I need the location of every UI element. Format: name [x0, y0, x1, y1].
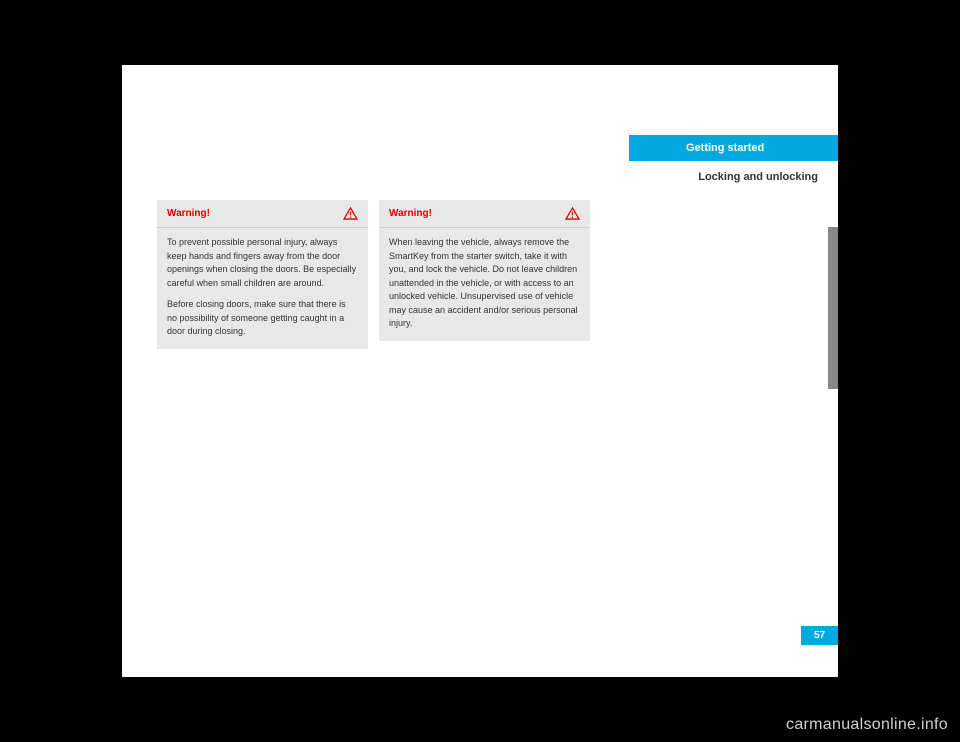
warning-body: When leaving the vehicle, always remove …: [379, 228, 590, 341]
thumb-index-tab: [828, 227, 838, 389]
warning-title: Warning!: [389, 208, 432, 219]
section-subtitle: Locking and unlocking: [698, 171, 818, 183]
section-tab-label: Getting started: [686, 142, 764, 154]
page-number-value: 57: [814, 630, 825, 641]
warning-title: Warning!: [167, 208, 210, 219]
watermark: carmanualsonline.info: [786, 716, 948, 734]
section-tab: Getting started: [629, 135, 838, 161]
warning-box: Warning! When leaving the vehicle, alway…: [379, 200, 590, 341]
warning-paragraph: Before closing doors, make sure that the…: [167, 298, 358, 339]
warning-triangle-icon: [565, 207, 580, 220]
warning-paragraph: When leaving the vehicle, always remove …: [389, 236, 580, 331]
warning-triangle-icon: [343, 207, 358, 220]
warning-body: To prevent possible personal injury, alw…: [157, 228, 368, 349]
page-number: 57: [801, 626, 838, 645]
manual-page: Getting started Locking and unlocking Wa…: [122, 65, 838, 677]
warning-paragraph: To prevent possible personal injury, alw…: [167, 236, 358, 290]
warning-header: Warning!: [379, 200, 590, 228]
warning-box: Warning! To prevent possible personal in…: [157, 200, 368, 349]
warning-header: Warning!: [157, 200, 368, 228]
